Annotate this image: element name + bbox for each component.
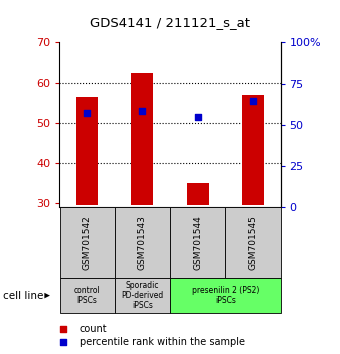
Text: GSM701543: GSM701543: [138, 215, 147, 270]
Text: GSM701542: GSM701542: [83, 215, 91, 270]
Bar: [170, 278, 280, 313]
Bar: [242, 95, 264, 205]
Text: GDS4141 / 211121_s_at: GDS4141 / 211121_s_at: [90, 16, 250, 29]
Bar: [187, 183, 209, 205]
Bar: [225, 207, 280, 278]
Text: presenilin 2 (PS2)
iPSCs: presenilin 2 (PS2) iPSCs: [191, 286, 259, 305]
Text: Sporadic
PD-derived
iPSCs: Sporadic PD-derived iPSCs: [121, 281, 164, 310]
Text: cell line: cell line: [3, 291, 44, 301]
Point: [195, 114, 200, 120]
Text: control
IPSCs: control IPSCs: [74, 286, 101, 305]
Bar: [115, 278, 170, 313]
Bar: [131, 73, 153, 205]
Point: [60, 339, 66, 344]
Point: [140, 108, 145, 114]
Bar: [59, 207, 115, 278]
Text: count: count: [80, 324, 107, 334]
Bar: [76, 97, 98, 205]
Text: GSM701545: GSM701545: [249, 215, 257, 270]
Point: [84, 110, 90, 115]
Bar: [115, 207, 170, 278]
Bar: [170, 207, 225, 278]
Text: GSM701544: GSM701544: [193, 215, 202, 270]
Text: percentile rank within the sample: percentile rank within the sample: [80, 337, 245, 347]
Point: [60, 326, 66, 332]
Bar: [59, 278, 115, 313]
Point: [250, 98, 256, 103]
